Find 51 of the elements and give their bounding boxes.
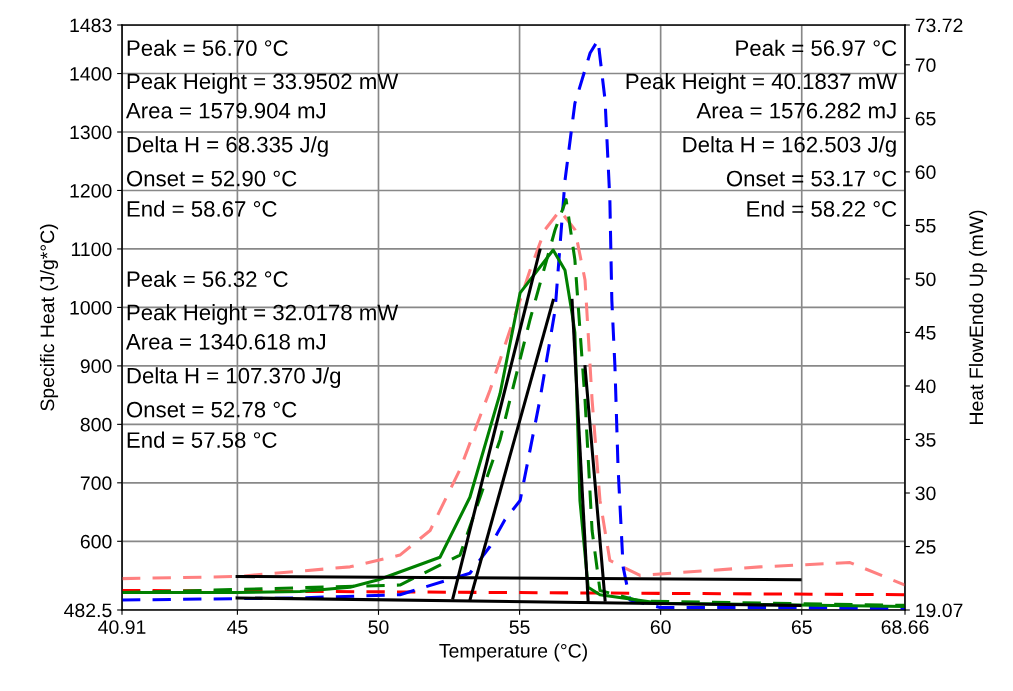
annotation: Peak = 56.70 °C (127, 39, 288, 56)
annotation: End = 57.58 °C (127, 431, 277, 448)
y2-tick-label: 73.72 (915, 18, 963, 33)
x-tick-label: 50 (368, 620, 389, 634)
y2-tick-label: 70 (915, 58, 936, 73)
annotation: Area = 1576.282 mJ (696, 102, 896, 119)
y2-tick-label: 55 (915, 219, 936, 233)
x-tick-label: 40.91 (98, 620, 146, 634)
y-tick-label: 900 (80, 359, 112, 374)
y2-tick-label: 35 (915, 432, 936, 447)
y2-tick-label: 60 (915, 165, 936, 180)
annotation: Peak Height = 40.1837 mW (626, 72, 898, 94)
x-tick-label: 45 (227, 620, 248, 634)
y-tick-label: 1483 (70, 18, 112, 33)
annotation: Peak Height = 33.9502 mW (127, 72, 399, 94)
annotation: Area = 1579.904 mJ (125, 102, 326, 119)
y-tick-label: 1200 (70, 183, 112, 198)
annotation: Onset = 53.17 °C (726, 170, 897, 187)
annotation: Peak Height = 32.0178 mW (127, 304, 399, 325)
y-axis-title: Specific Heat (J/g*°C) (39, 224, 59, 411)
annotation: Onset = 52.90 °C (126, 170, 297, 187)
y2-tick-label: 50 (915, 272, 936, 287)
y2-tick-label: 25 (915, 539, 936, 554)
x-tick-label: 55 (509, 620, 530, 634)
annotation: End = 58.22 °C (747, 200, 897, 217)
annotation: Delta H = 162.503 J/g (683, 136, 896, 157)
x-axis-title: Temperature (°C) (439, 643, 587, 662)
x-tick-label: 68.66 (881, 620, 929, 634)
y-tick-label: 482.5 (64, 603, 112, 618)
y-tick-label: 700 (80, 476, 112, 491)
y-tick-label: 1100 (71, 242, 112, 257)
annotation: Delta H = 68.335 J/g (127, 136, 328, 157)
y-tick-label: 1000 (70, 300, 112, 315)
y2-tick-label: 40 (915, 379, 936, 394)
annotation: Area = 1340.618 mJ (125, 333, 326, 350)
annotation: End = 58.67 °C (127, 200, 277, 217)
y-tick-label: 1400 (70, 67, 112, 81)
y2-tick-label: 65 (915, 111, 936, 126)
annotation: Peak = 56.97 °C (736, 39, 897, 56)
y-tick-label: 1300 (70, 125, 112, 140)
annotation: Delta H = 107.370 J/g (127, 367, 341, 388)
y2-tick-label: 30 (915, 486, 936, 501)
x-tick-label: 60 (650, 620, 671, 634)
annotation: Peak = 56.32 °C (127, 270, 288, 288)
annotation: Onset = 52.78 °C (126, 401, 297, 418)
x-tick-label: 65 (791, 620, 812, 634)
y2-tick-label: 45 (915, 326, 936, 340)
y2-axis-title: Heat FlowEndo Up (mW) (968, 210, 988, 424)
y-tick-label: 600 (80, 534, 112, 549)
y2-tick-label: 19.07 (916, 603, 963, 618)
y-tick-label: 800 (80, 417, 112, 432)
